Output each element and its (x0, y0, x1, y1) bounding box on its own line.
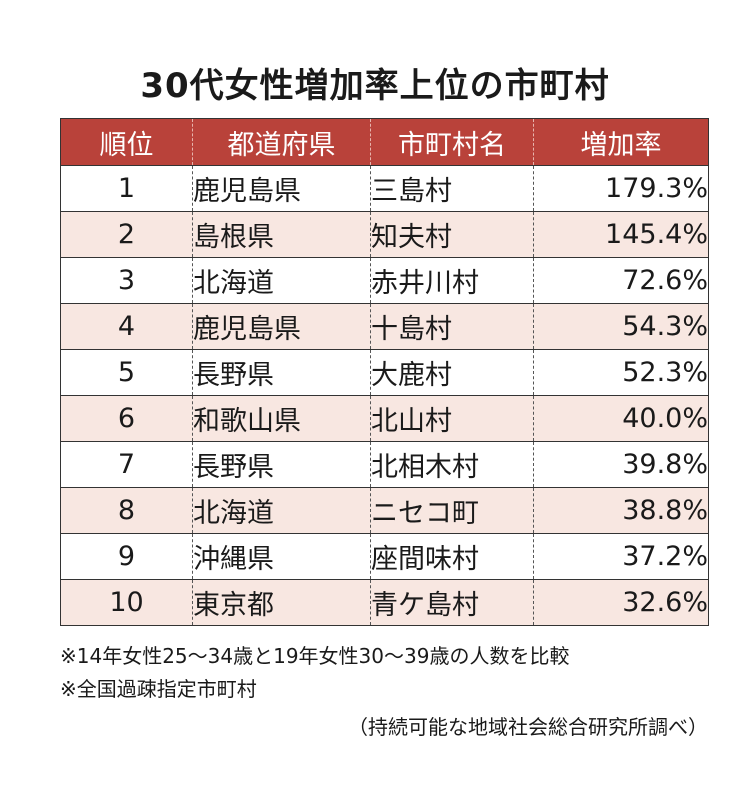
table-row: 9 沖縄県 座間味村 37.2% (60, 533, 709, 580)
column-header-growth-rate: 増加率 (533, 118, 709, 166)
rank-cell: 9 (60, 533, 193, 580)
municipality-cell: 北山村 (370, 395, 534, 442)
prefecture-cell: 和歌山県 (192, 395, 371, 442)
growth-rate-cell: 52.3% (533, 349, 709, 396)
prefecture-cell: 長野県 (192, 441, 371, 488)
growth-rate-cell: 179.3% (533, 165, 709, 212)
prefecture-cell: 東京都 (192, 579, 371, 626)
chart-title: 30代女性増加率上位の市町村 (140, 66, 610, 106)
rank-cell: 6 (60, 395, 193, 442)
table-row: 7 長野県 北相木村 39.8% (60, 441, 709, 488)
rank-cell: 1 (60, 165, 193, 212)
growth-rate-cell: 54.3% (533, 303, 709, 350)
table-row: 4 鹿児島県 十島村 54.3% (60, 303, 709, 350)
table-row: 1 鹿児島県 三島村 179.3% (60, 165, 709, 212)
rank-cell: 2 (60, 211, 193, 258)
prefecture-cell: 島根県 (192, 211, 371, 258)
rank-cell: 4 (60, 303, 193, 350)
table-row: 3 北海道 赤井川村 72.6% (60, 257, 709, 304)
table-row: 6 和歌山県 北山村 40.0% (60, 395, 709, 442)
footnotes: ※14年女性25〜34歳と19年女性30〜39歳の人数を比較 ※全国過疎指定市町… (60, 640, 720, 706)
municipality-cell: 十島村 (370, 303, 534, 350)
footnote-scope: ※全国過疎指定市町村 (60, 677, 257, 701)
prefecture-cell: 沖縄県 (192, 533, 371, 580)
municipality-cell: 三島村 (370, 165, 534, 212)
table-row: 10 東京都 青ケ島村 32.6% (60, 579, 709, 626)
table-row: 5 長野県 大鹿村 52.3% (60, 349, 709, 396)
column-header-municipality: 市町村名 (370, 118, 534, 166)
rank-cell: 7 (60, 441, 193, 488)
ranking-table: 順位 都道府県 市町村名 増加率 1 鹿児島県 三島村 179.3% 2 島根県 知夫村 14… (60, 118, 709, 626)
rank-cell: 10 (60, 579, 193, 626)
municipality-cell: 知夫村 (370, 211, 534, 258)
prefecture-cell: 北海道 (192, 487, 371, 534)
table-row: 8 北海道 ニセコ町 38.8% (60, 487, 709, 534)
prefecture-cell: 鹿児島県 (192, 165, 371, 212)
source-note: （持続可能な地域社会総合研究所調べ） (348, 715, 708, 739)
municipality-cell: 大鹿村 (370, 349, 534, 396)
prefecture-cell: 長野県 (192, 349, 371, 396)
municipality-cell: 北相木村 (370, 441, 534, 488)
rank-cell: 5 (60, 349, 193, 396)
growth-rate-cell: 145.4% (533, 211, 709, 258)
footnote-comparison: ※14年女性25〜34歳と19年女性30〜39歳の人数を比較 (60, 644, 570, 668)
rank-cell: 8 (60, 487, 193, 534)
prefecture-cell: 北海道 (192, 257, 371, 304)
growth-rate-cell: 32.6% (533, 579, 709, 626)
municipality-cell: 座間味村 (370, 533, 534, 580)
rank-cell: 3 (60, 257, 193, 304)
growth-rate-cell: 39.8% (533, 441, 709, 488)
column-header-prefecture: 都道府県 (192, 118, 371, 166)
prefecture-cell: 鹿児島県 (192, 303, 371, 350)
table-row: 2 島根県 知夫村 145.4% (60, 211, 709, 258)
growth-rate-cell: 37.2% (533, 533, 709, 580)
municipality-cell: 赤井川村 (370, 257, 534, 304)
table-header-row: 順位 都道府県 市町村名 増加率 (60, 118, 709, 166)
growth-rate-cell: 40.0% (533, 395, 709, 442)
table-body: 1 鹿児島県 三島村 179.3% 2 島根県 知夫村 145.4% 3 北海道 赤井川村 72.6%… (60, 165, 709, 626)
municipality-cell: 青ケ島村 (370, 579, 534, 626)
growth-rate-cell: 72.6% (533, 257, 709, 304)
municipality-cell: ニセコ町 (370, 487, 534, 534)
column-header-rank: 順位 (60, 118, 193, 166)
growth-rate-cell: 38.8% (533, 487, 709, 534)
